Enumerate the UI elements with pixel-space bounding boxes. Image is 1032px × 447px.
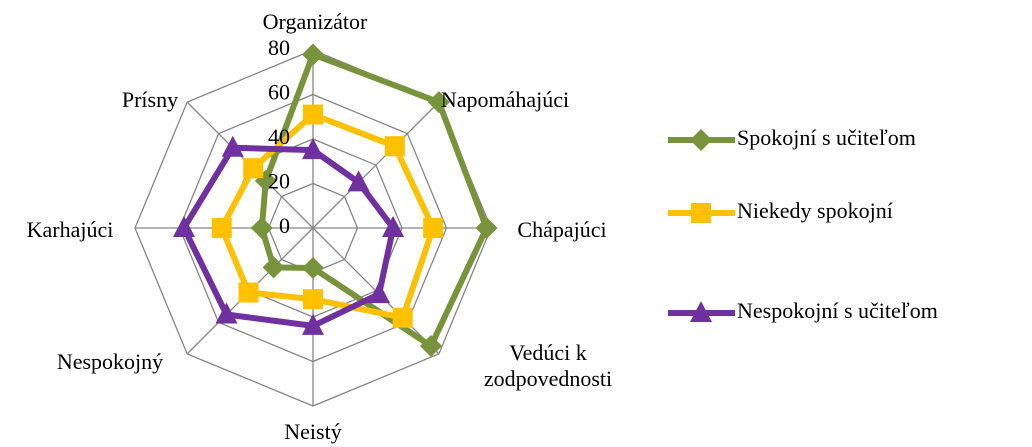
- marker: [382, 216, 405, 237]
- marker: [238, 282, 259, 303]
- marker: [368, 282, 391, 304]
- category-label: Chápajúci: [517, 217, 607, 242]
- category-label: Prísny: [121, 87, 179, 112]
- marker: [250, 217, 273, 239]
- y-tick-label: 0: [279, 213, 290, 238]
- spoke: [312, 101, 440, 229]
- category-label: Nespokojný: [56, 349, 164, 374]
- marker: [211, 218, 232, 238]
- legend-label: Niekedy spokojní: [737, 198, 893, 223]
- marker: [302, 138, 324, 160]
- marker: [303, 289, 323, 310]
- y-tick-label: 20: [268, 169, 290, 194]
- marker: [475, 217, 498, 239]
- marker: [302, 43, 324, 66]
- y-tick-label: 40: [268, 124, 290, 149]
- y-tick-label: 80: [268, 35, 290, 60]
- marker: [392, 307, 413, 328]
- marker: [215, 302, 238, 324]
- marker: [302, 313, 324, 335]
- marker: [302, 257, 324, 280]
- legend-label: Spokojní s učiteľom: [737, 125, 916, 150]
- marker: [221, 135, 244, 157]
- marker: [262, 256, 285, 279]
- marker: [690, 301, 712, 322]
- y-tick-label: 60: [268, 80, 290, 105]
- marker: [690, 129, 712, 151]
- marker: [303, 104, 323, 125]
- marker: [419, 334, 442, 357]
- legend-label: Nespokojní s učiteľom: [737, 298, 938, 323]
- marker: [691, 203, 711, 223]
- marker: [427, 91, 450, 114]
- category-label: Vedúci k zodpovednosti: [483, 340, 613, 391]
- marker: [423, 218, 444, 238]
- marker: [172, 216, 195, 237]
- category-label: Neistý: [284, 419, 342, 444]
- category-label: Napomáhajúci: [440, 87, 570, 112]
- marker: [243, 158, 264, 179]
- marker: [347, 170, 370, 192]
- category-label: Karhajúci: [26, 217, 114, 242]
- category-label: Organizátor: [262, 9, 368, 34]
- marker: [384, 136, 405, 157]
